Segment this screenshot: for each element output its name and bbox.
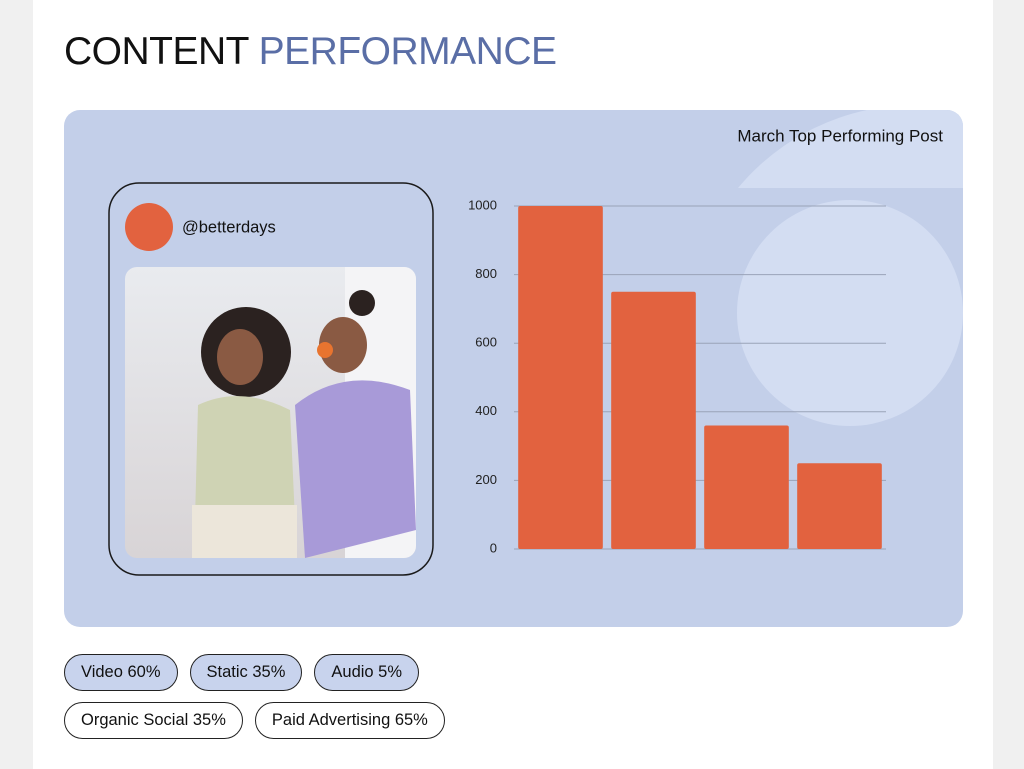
photo-face2 — [319, 317, 367, 373]
bar — [611, 291, 696, 549]
bar — [704, 425, 789, 549]
bar — [518, 206, 603, 549]
y-tick-label: 1000 — [468, 197, 497, 212]
bar — [797, 463, 882, 549]
avatar — [125, 203, 173, 251]
plot: 0 200 400 600 800 1000 — [468, 197, 886, 555]
title-accent: PERFORMANCE — [258, 30, 557, 73]
tag-pill: Organic Social 35% — [64, 702, 243, 739]
title-main: CONTENT — [64, 30, 249, 73]
photo-shirt — [295, 380, 416, 558]
decor-shape — [738, 110, 963, 188]
y-tick-label: 0 — [490, 540, 497, 555]
photo-pants — [192, 505, 297, 558]
tag-pill: Video 60% — [64, 654, 178, 691]
tag-row: Video 60% Static 35% Audio 5% — [64, 654, 420, 691]
decor-circle — [737, 200, 963, 426]
panel: @betterdays March Top Performing Post 0 2… — [64, 110, 963, 627]
tag-pill: Paid Advertising 65% — [254, 702, 445, 739]
photo-glasses — [317, 342, 333, 358]
photo-face — [217, 329, 263, 385]
y-tick-label: 600 — [475, 335, 497, 350]
page-title: CONTENT PERFORMANCE — [64, 30, 557, 74]
chart-title: March Top Performing Post — [737, 126, 943, 145]
photo-bun — [349, 290, 375, 316]
post-card — [108, 182, 434, 576]
tag-pill: Audio 5% — [314, 654, 420, 691]
post-photo — [125, 267, 416, 558]
photo-top — [195, 396, 295, 520]
y-tick-label: 200 — [475, 472, 497, 487]
y-tick-label: 400 — [475, 403, 497, 418]
decor — [737, 110, 963, 426]
y-tick-label: 800 — [475, 266, 497, 281]
tag-row: Organic Social 35% Paid Advertising 65% — [64, 702, 445, 739]
post-handle: @betterdays — [182, 218, 276, 236]
tag-pill: Static 35% — [189, 654, 303, 691]
